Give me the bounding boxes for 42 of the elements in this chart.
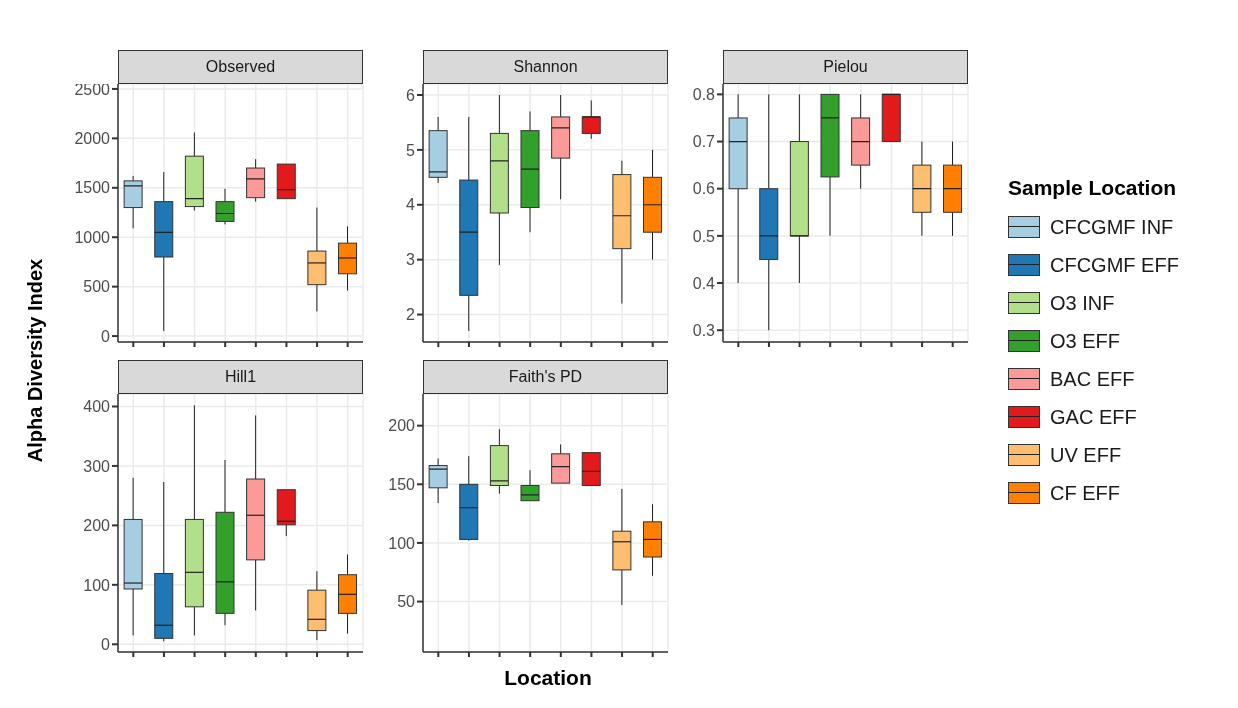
legend-title: Sample Location bbox=[1008, 176, 1178, 200]
legend-label: BAC EFF bbox=[1050, 367, 1135, 391]
y-tick-label: 300 bbox=[83, 457, 111, 475]
y-tick-label: 2500 bbox=[74, 80, 111, 98]
legend-label: UV EFF bbox=[1050, 443, 1122, 467]
y-tick-label: 100 bbox=[83, 576, 111, 594]
y-tick-label: 1500 bbox=[74, 179, 111, 197]
y-tick-label: 1000 bbox=[74, 228, 111, 246]
y-tick-label: 500 bbox=[83, 278, 111, 296]
y-tick-label: 200 bbox=[388, 417, 416, 435]
chart-title: Hill1 bbox=[118, 360, 363, 394]
legend-label: CFCGMF EFF bbox=[1050, 253, 1179, 277]
y-tick-label: 0.4 bbox=[692, 274, 716, 292]
x-axis-title: Location bbox=[503, 666, 593, 690]
y-tick-label: 0.6 bbox=[692, 180, 716, 198]
y-tick-label: 5 bbox=[406, 141, 416, 159]
legend-label: O3 EFF bbox=[1050, 329, 1121, 353]
legend-label: CF EFF bbox=[1050, 481, 1120, 505]
y-tick-label: 2000 bbox=[74, 130, 111, 148]
legend-label: O3 INF bbox=[1050, 291, 1115, 315]
y-tick-label: 0.3 bbox=[692, 321, 716, 339]
chart-title: Faith's PD bbox=[423, 360, 668, 394]
y-tick-label: 400 bbox=[83, 398, 111, 416]
y-tick-label: 0.7 bbox=[692, 133, 716, 151]
y-tick-label: 3 bbox=[406, 251, 416, 269]
y-tick-label: 200 bbox=[83, 517, 111, 535]
y-tick-label: 2 bbox=[406, 306, 416, 324]
y-tick-label: 6 bbox=[406, 86, 416, 104]
y-tick-label: 150 bbox=[388, 475, 416, 493]
y-tick-label: 50 bbox=[397, 593, 416, 611]
chart-title: Shannon bbox=[423, 50, 668, 84]
legend-label: GAC EFF bbox=[1050, 405, 1137, 429]
legend-label: CFCGMF INF bbox=[1050, 215, 1174, 239]
y-tick-label: 0 bbox=[101, 327, 111, 345]
y-tick-label: 0.8 bbox=[692, 86, 716, 104]
chart-title: Pielou bbox=[723, 50, 968, 84]
y-axis-title: Alpha Diversity Index bbox=[24, 258, 48, 462]
y-tick-label: 0.5 bbox=[692, 227, 716, 245]
y-tick-label: 100 bbox=[388, 534, 416, 552]
y-tick-label: 0 bbox=[101, 635, 111, 653]
chart-title: Observed bbox=[118, 50, 363, 84]
y-tick-label: 4 bbox=[406, 196, 416, 214]
